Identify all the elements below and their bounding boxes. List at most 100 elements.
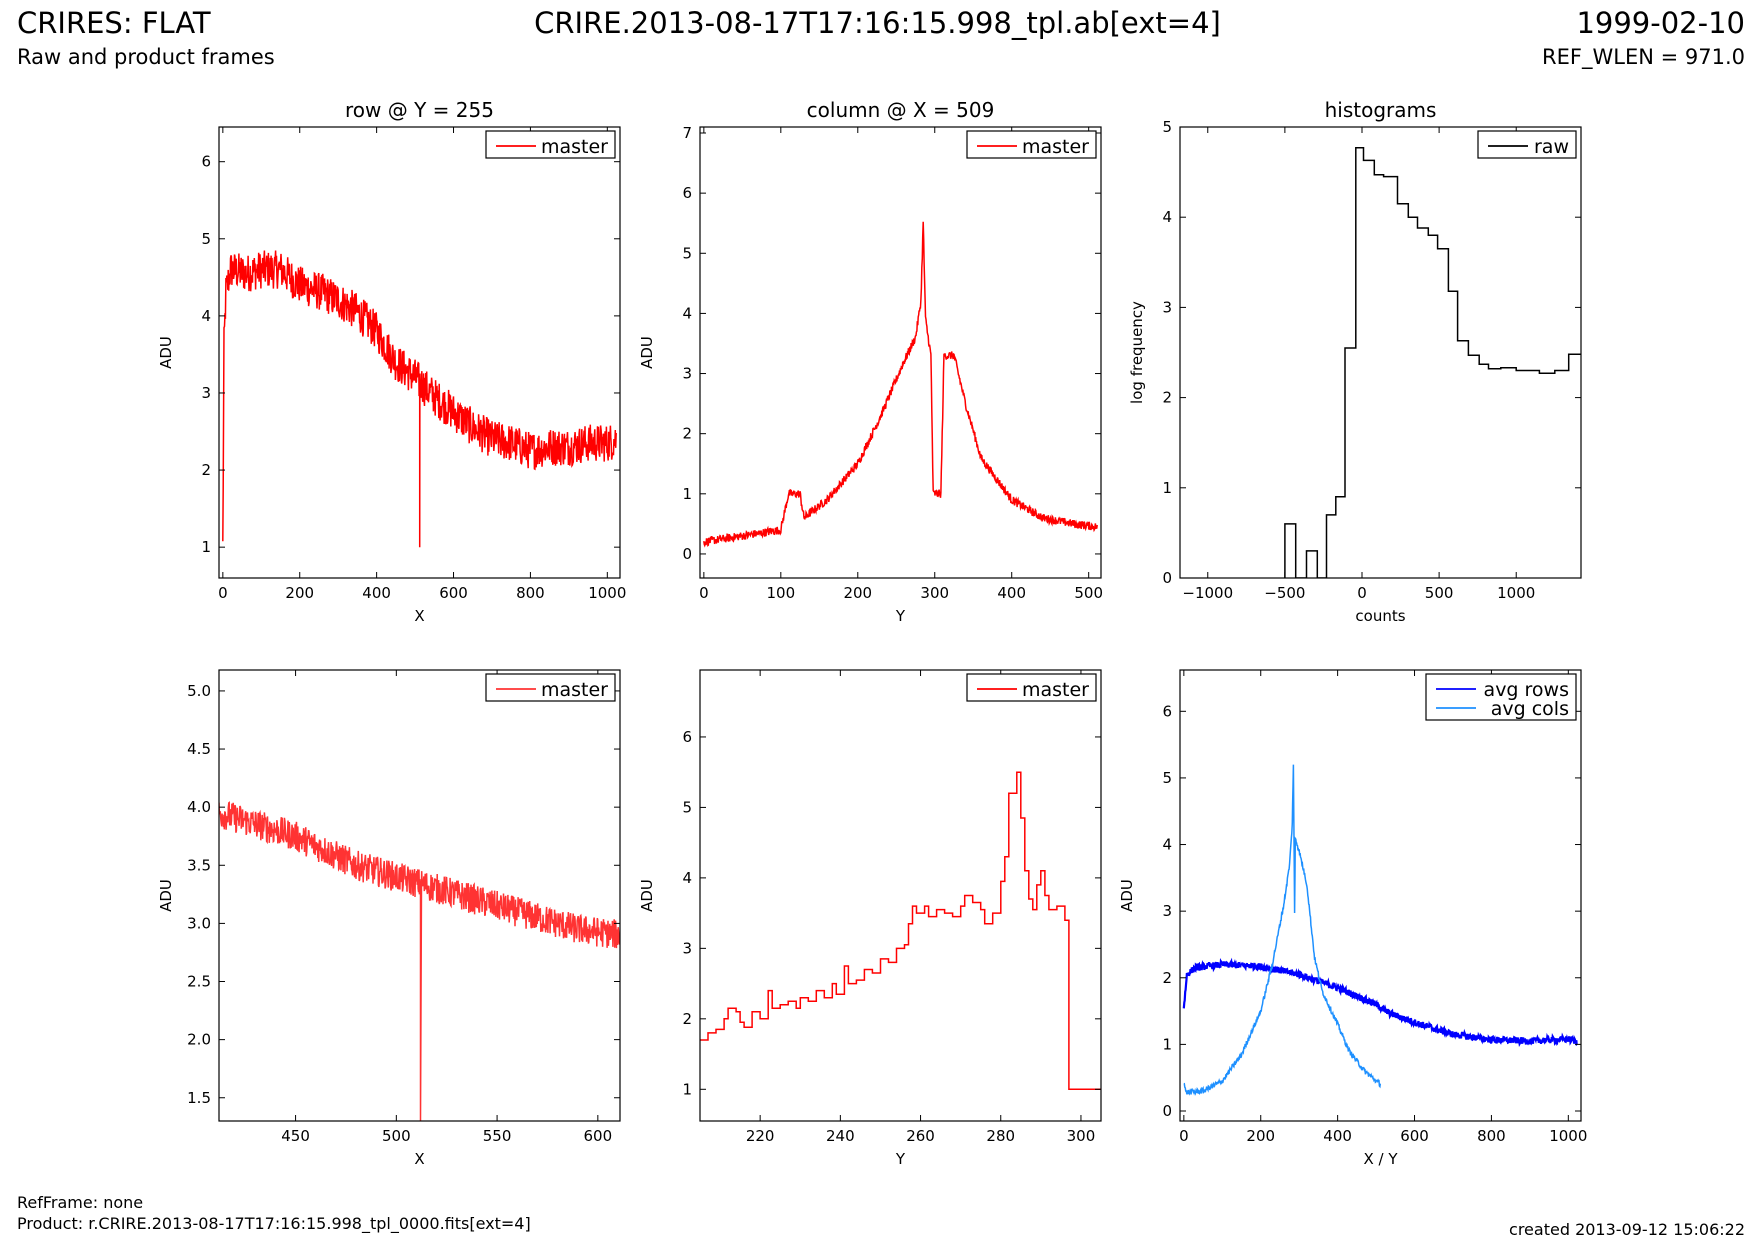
x-tick-label: 400 <box>362 584 391 602</box>
y-tick-label: 2 <box>682 425 692 443</box>
x-tick-label: 500 <box>1425 584 1454 602</box>
legend: master <box>966 130 1097 159</box>
x-tick-label: 400 <box>997 584 1026 602</box>
y-tick-label: 2.5 <box>187 973 211 991</box>
plot-area <box>1284 146 1581 578</box>
y-tick-label: 5 <box>682 798 692 816</box>
y-tick-label: 2 <box>1162 389 1172 407</box>
x-tick-label: 400 <box>1323 1127 1352 1145</box>
y-tick-label: 4 <box>1162 208 1172 226</box>
date-label: 1999-02-10 <box>1576 6 1745 40</box>
plot-area <box>222 250 617 548</box>
x-tick-label: 1000 <box>1497 584 1535 602</box>
x-tick-label: 300 <box>1067 1127 1096 1145</box>
legend-box <box>1477 130 1577 159</box>
plot-area <box>219 801 620 1121</box>
series-master <box>222 250 617 548</box>
y-tick-label: 2.0 <box>187 1031 211 1049</box>
series-master <box>219 801 620 1121</box>
y-tick-label: 1 <box>682 1080 692 1098</box>
plot-frame <box>218 669 621 1122</box>
plot-area <box>1182 764 1578 1096</box>
legend: master <box>485 673 616 702</box>
y-tick-label: 5 <box>682 244 692 262</box>
y-tick-label: 1 <box>1162 1035 1172 1053</box>
x-tick-label: 220 <box>746 1127 775 1145</box>
chart-row-zoom: 450 500 550 600 1.5 2.0 2.5 3.0 3.5 4.0 4.5 5.0 X ADU… <box>157 669 621 1168</box>
y-tick-label: 5 <box>201 230 211 248</box>
x-axis-label: counts <box>1355 607 1405 625</box>
x-tick-label: 500 <box>1074 584 1103 602</box>
y-tick-label: 4.5 <box>187 740 211 758</box>
x-tick-label: 100 <box>766 584 795 602</box>
y-tick-label: 1 <box>201 538 211 556</box>
plot-frame <box>1179 126 1582 579</box>
series-master <box>700 771 1101 1091</box>
y-tick-label: 4 <box>682 869 692 887</box>
y-tick-label: 6 <box>1162 702 1172 720</box>
y-tick-label: 4 <box>201 307 211 325</box>
x-axis-label: Y <box>895 1150 906 1168</box>
x-tick-label: 300 <box>920 584 949 602</box>
x-tick-label: 450 <box>281 1127 310 1145</box>
chart-avg: 0 200 400 600 800 1000 0 1 2 3 4 5 6 X / Y ADU avg rows… <box>1118 669 1587 1168</box>
refframe-label: RefFrame: none <box>17 1193 144 1212</box>
x-tick-label: 200 <box>285 584 314 602</box>
series-avg-cols <box>1183 764 1382 1096</box>
y-tick-label: 5.0 <box>187 682 211 700</box>
x-tick-label: 0 <box>218 584 228 602</box>
chart-title: histograms <box>1325 98 1437 122</box>
x-tick-label: 1000 <box>1549 1127 1587 1145</box>
chart-histogram: −1000 −500 0 500 1000 0 1 2 3 4 5 histograms counts l… <box>1128 98 1582 625</box>
x-tick-label: 0 <box>699 584 709 602</box>
x-tick-label: 260 <box>906 1127 935 1145</box>
y-tick-label: 4 <box>682 304 692 322</box>
y-tick-label: 4.0 <box>187 798 211 816</box>
y-tick-label: 3 <box>682 939 692 957</box>
plot-frame <box>218 126 621 579</box>
y-tick-label: 2 <box>1162 969 1172 987</box>
y-axis-label: ADU <box>638 336 656 369</box>
series-master <box>703 221 1098 548</box>
x-tick-label: 1000 <box>588 584 626 602</box>
y-tick-label: 5 <box>1162 769 1172 787</box>
chart-title: column @ X = 509 <box>807 98 995 122</box>
y-tick-label: 0 <box>1162 569 1172 587</box>
x-axis-label: X <box>414 607 424 625</box>
y-tick-label: 3.0 <box>187 914 211 932</box>
product-label: Product: r.CRIRE.2013-08-17T17:16:15.998… <box>17 1214 531 1233</box>
x-tick-label: 0 <box>1179 1127 1189 1145</box>
y-tick-label: 3 <box>1162 298 1172 316</box>
y-tick-label: 3 <box>201 384 211 402</box>
y-tick-label: 1.5 <box>187 1089 211 1107</box>
legend: raw <box>1477 130 1577 159</box>
legend-label: avg cols <box>1491 698 1569 720</box>
x-tick-label: 200 <box>1246 1127 1275 1145</box>
legend: master <box>485 130 616 159</box>
y-axis-label: ADU <box>1118 879 1136 912</box>
x-tick-label: −1000 <box>1182 584 1233 602</box>
legend-box <box>485 130 616 159</box>
y-tick-label: 1 <box>682 485 692 503</box>
x-tick-label: 600 <box>439 584 468 602</box>
y-tick-label: 3 <box>682 365 692 383</box>
chart-row-full: 0 200 400 600 800 1000 1 2 3 4 5 6 row @ Y = 255 X ADU… <box>157 98 626 625</box>
plot-frame <box>699 669 1102 1122</box>
legend-label: master <box>541 136 608 158</box>
ref-wlen-label: REF_WLEN = 971.0 <box>1542 45 1745 69</box>
created-label: created 2013-09-12 15:06:22 <box>1509 1220 1745 1239</box>
y-tick-label: 1 <box>1162 479 1172 497</box>
y-axis-label: ADU <box>638 879 656 912</box>
x-tick-label: 600 <box>1400 1127 1429 1145</box>
series-avg-rows <box>1182 957 1578 1047</box>
x-axis-label: X / Y <box>1363 1150 1398 1168</box>
x-tick-label: 800 <box>1477 1127 1506 1145</box>
legend-box <box>485 673 616 702</box>
chart-col-full: 0 100 200 300 400 500 0 1 2 3 4 5 6 7 column @ X = 509… <box>638 98 1103 625</box>
y-tick-label: 3.5 <box>187 856 211 874</box>
y-axis-label: ADU <box>157 879 175 912</box>
y-axis-label: ADU <box>157 336 175 369</box>
y-tick-label: 5 <box>1162 118 1172 136</box>
y-tick-label: 6 <box>201 153 211 171</box>
